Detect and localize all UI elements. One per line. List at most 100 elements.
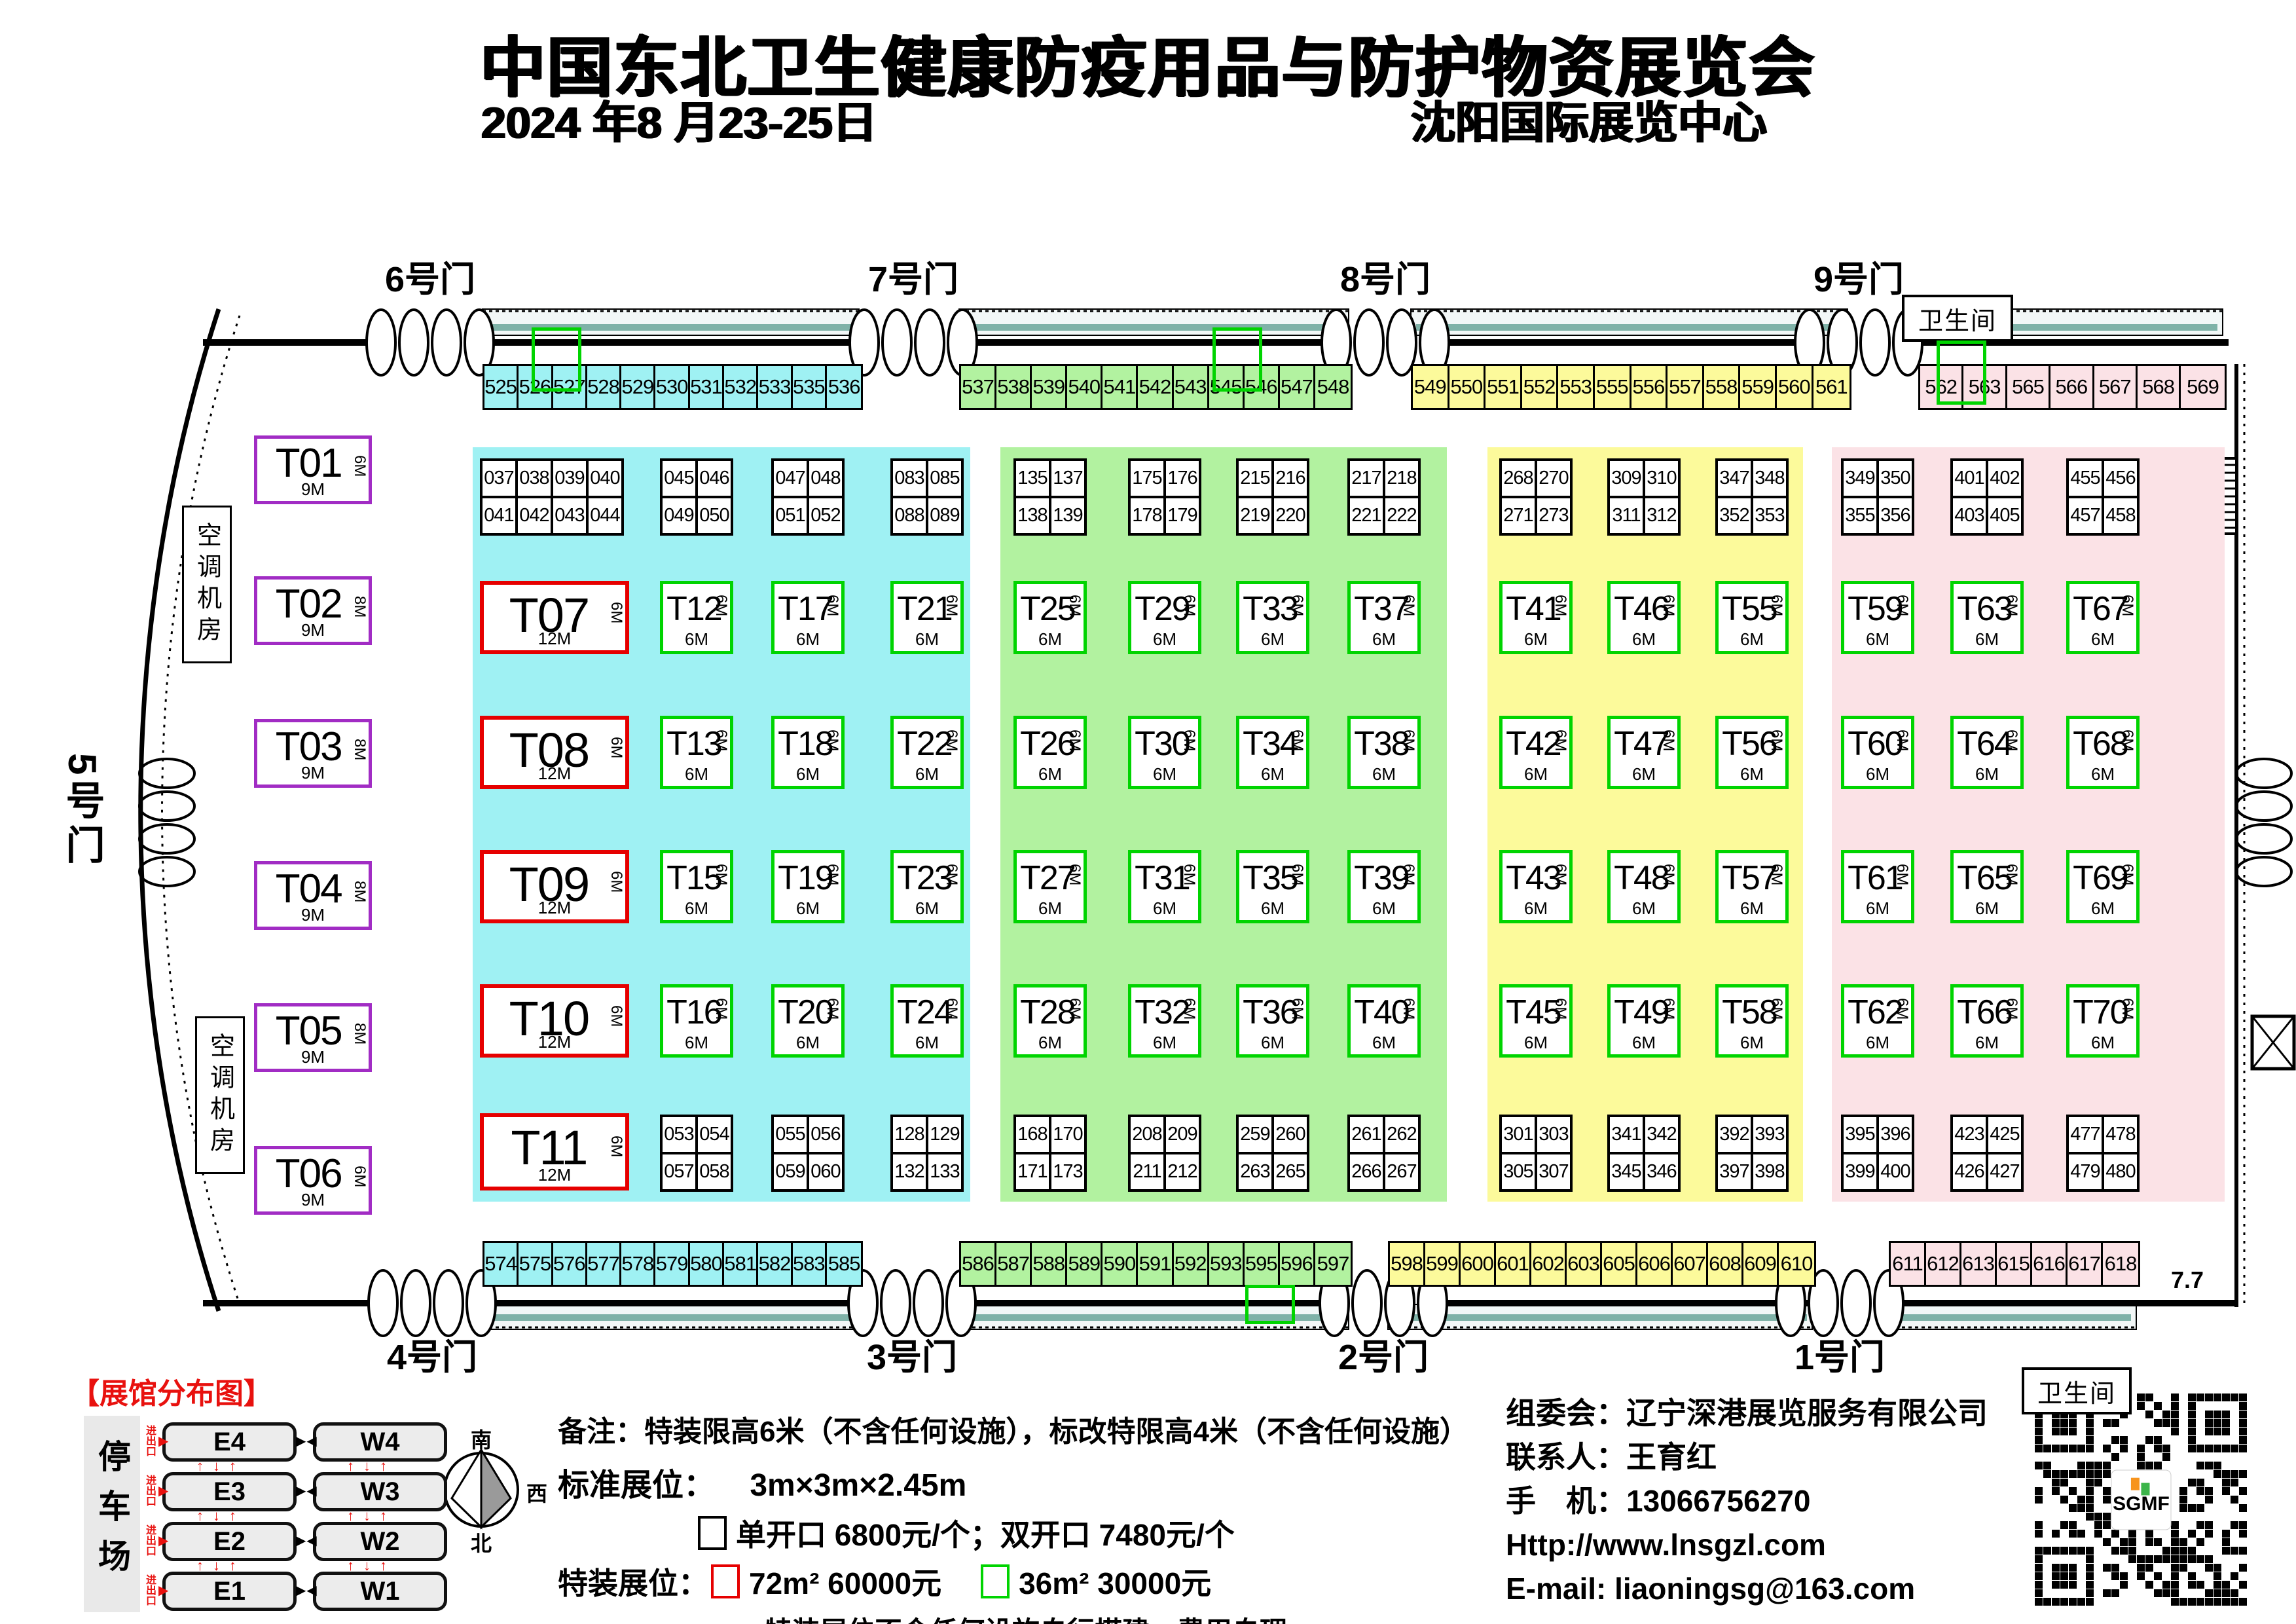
notes-block: 备注：特装限高6米（不含任何设施），标改特限高4米（不含任何设施） 标准展位： … <box>558 1408 1494 1624</box>
booth-label: T22 <box>897 725 953 763</box>
booth-side-dim: 6M <box>1288 729 1306 752</box>
booth-T31: T31 6M 6M <box>1128 850 1201 923</box>
booth-label: T02 <box>275 581 343 627</box>
booth-number: 265 <box>1273 1153 1308 1190</box>
strip-booth: 568 <box>2138 366 2181 408</box>
booth-number: 135 <box>1015 460 1050 497</box>
strip-booth: 581 <box>724 1243 759 1285</box>
booth-side-dim: 6M <box>1400 595 1417 617</box>
booth-T61: T61 6M 6M <box>1841 850 1914 923</box>
booth-number: 309 <box>1609 460 1644 497</box>
strip-booth: 562 <box>1920 366 1964 408</box>
booth-side-dim: 6M <box>943 595 960 617</box>
booth-strip-top-yellow: 549 550 551 552 553 555 556 557 558 559 560 561 <box>1411 364 1852 410</box>
booth-number: 355 <box>1842 497 1878 534</box>
booth-label: T48 <box>1614 859 1670 897</box>
booth-bottom-dim: 6M <box>1631 629 1656 649</box>
booth-T39: T39 6M 6M <box>1347 850 1421 923</box>
booth-side-dim: 6M <box>1180 595 1198 617</box>
booth-number: 089 <box>927 497 962 534</box>
strip-booth: 613 <box>1961 1243 1997 1285</box>
booth-T65: T65 6M 6M <box>1950 850 2024 923</box>
special-72-text: 72m² 60000元 <box>749 1566 942 1600</box>
booth-side-dim: 6M <box>712 729 730 752</box>
booth-side-dim: 6M <box>1400 998 1417 1020</box>
booth-label: T68 <box>2073 725 2129 763</box>
booth-number: 346 <box>1644 1153 1679 1190</box>
booth-label: T34 <box>1243 725 1299 763</box>
booth-bottom-dim: 6M <box>2090 898 2115 918</box>
booth-side-dim: 6M <box>1660 864 1677 886</box>
strip-booth: 538 <box>996 366 1032 408</box>
booth-T64: T64 6M 6M <box>1950 716 2024 789</box>
booth-label: T01 <box>275 441 343 486</box>
booth-T33: T33 6M 6M <box>1236 581 1309 654</box>
booth-number: 399 <box>1842 1153 1878 1190</box>
booth-strip-top-green: 537 538 539 540 541 542 543 545 546 547 548 <box>959 364 1353 410</box>
strip-booth: 617 <box>2068 1243 2103 1285</box>
flow-arrow-icon: ↑↓↑ <box>196 1557 246 1574</box>
booth-label: T66 <box>1957 993 2013 1031</box>
booth-T40: T40 6M 6M <box>1347 984 1421 1058</box>
booth-side-dim: 6M <box>2003 595 2020 617</box>
booth-bottom-dim: 6M <box>1865 898 1890 918</box>
corner-note: 7.7 <box>2171 1266 2204 1293</box>
booth-bottom-dim: 6M <box>1038 1033 1063 1052</box>
booth-side-dim: 6M <box>1893 998 1911 1020</box>
booth-label: T55 <box>1722 590 1778 628</box>
booth-T36: T36 6M 6M <box>1236 984 1309 1058</box>
booth-T11: T11 6M 12M <box>480 1113 629 1190</box>
booth-number: 262 <box>1384 1116 1419 1153</box>
booth-number: 341 <box>1609 1116 1644 1153</box>
gate-7号门: 7号门 <box>867 260 959 299</box>
booth-side-dim: 6M <box>1552 595 1569 617</box>
booth-number: 405 <box>1987 497 2022 534</box>
booth-bottom-dim: 6M <box>2090 1033 2115 1052</box>
hall-W3: W3 <box>313 1472 447 1511</box>
special-72-icon <box>711 1564 740 1598</box>
strip-booth: 536 <box>828 375 861 398</box>
booth-label: T42 <box>1506 725 1562 763</box>
booth-side-dim: 6M <box>2003 864 2020 886</box>
booth-side-dim: 6M <box>1768 595 1785 617</box>
booth-bottom-dim: 6M <box>1152 1033 1177 1052</box>
strip-booth: 537 <box>961 366 997 408</box>
gate-8号门: 8号门 <box>1339 260 1431 299</box>
booth-side-dim: 6M <box>1180 864 1198 886</box>
booth-label: T03 <box>275 724 343 769</box>
booth-label: T17 <box>778 590 834 628</box>
booth-T10: T10 6M 12M <box>480 984 629 1058</box>
booth-number: 129 <box>927 1116 962 1153</box>
booth-side-dim: 6M <box>608 602 625 624</box>
booth-bottom-dim: 9M <box>301 1047 325 1067</box>
booth-bottom-dim: 6M <box>1523 1033 1548 1052</box>
booth-side-dim: 6M <box>2003 998 2020 1020</box>
booth-number: 132 <box>892 1153 927 1190</box>
booth-T60: T60 6M 6M <box>1841 716 1914 789</box>
booth-number: 348 <box>1752 460 1787 497</box>
booth-number: 049 <box>661 497 697 534</box>
strip-booth: 583 <box>793 1243 827 1285</box>
booth-number-block: 268 270 271 273 <box>1499 458 1573 536</box>
strip-booth: 551 <box>1485 366 1522 408</box>
booth-side-dim: 6M <box>824 864 841 886</box>
booth-label: T07 <box>509 588 591 642</box>
restroom-bottom: 卫生间 <box>2022 1367 2132 1414</box>
booth-label: T28 <box>1020 993 1076 1031</box>
booth-label: T45 <box>1506 993 1562 1031</box>
booth-side-dim: 6M <box>943 998 960 1020</box>
booth-label: T35 <box>1243 859 1299 897</box>
entrance-label: 进出口 <box>144 1475 155 1506</box>
booth-number-block: 401 402 403 405 <box>1950 458 2024 536</box>
strip-booth: 603 <box>1567 1243 1602 1285</box>
ac-room-upper: 空调机房 <box>182 506 232 663</box>
booth-number: 403 <box>1952 497 1987 534</box>
booth-side-dim: 6M <box>1288 864 1306 886</box>
booth-label: T20 <box>778 993 834 1031</box>
booth-T20: T20 6M 6M <box>771 984 845 1058</box>
booth-number: 170 <box>1050 1116 1085 1153</box>
booth-number: 178 <box>1129 497 1165 534</box>
booth-number: 263 <box>1237 1153 1273 1190</box>
booth-number: 133 <box>927 1153 962 1190</box>
strip-booth: 600 <box>1461 1243 1496 1285</box>
